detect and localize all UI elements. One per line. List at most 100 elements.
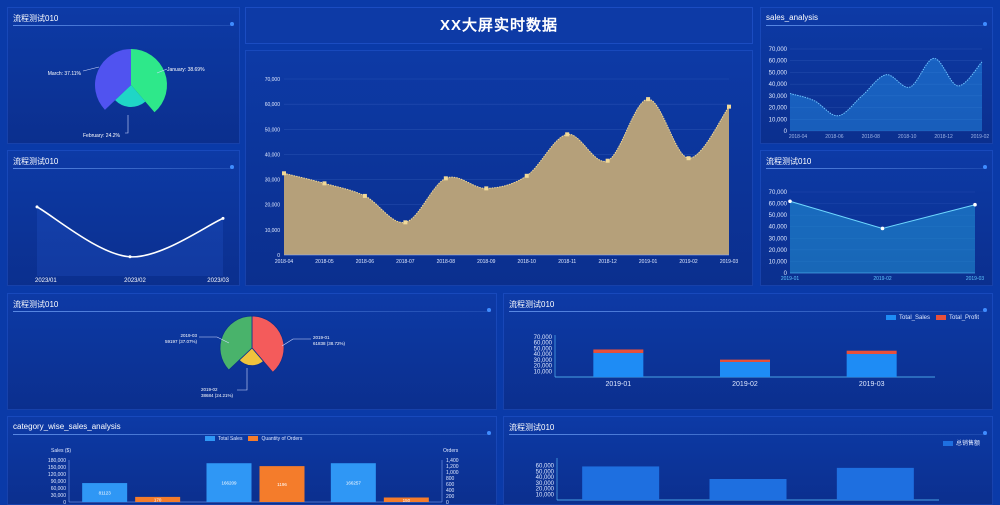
y-tick-label: 0 — [63, 500, 66, 505]
x-tick-label: 2019-01 — [605, 381, 631, 388]
y-tick-label: 10,000 — [265, 228, 281, 234]
pie-value-2019-01: 61838 (38.72%) — [313, 341, 346, 346]
pie-label-february: February: 24.2% — [83, 133, 121, 139]
panel-dot-icon — [983, 431, 987, 435]
panel-line: 流程测试010 0 10,000 20,000 30,000 40,000 50,000 6… — [760, 150, 993, 286]
legend-label: Quantity of Orders — [261, 436, 303, 442]
y-tick-label: 50,000 — [534, 346, 553, 352]
line-chart-monthly: 0 10,000 20,000 30,000 40,000 50,000 60,000 70,… — [769, 190, 985, 282]
data-point — [282, 171, 286, 176]
y-tick-label: 50,000 — [265, 127, 281, 133]
legend-label: Total Sales — [218, 436, 243, 442]
y-tick-label: 40,000 — [534, 352, 553, 358]
x-tick-label: 2023/01 — [35, 278, 57, 284]
data-point — [362, 193, 367, 198]
y-tick-label: 50,000 — [536, 469, 555, 475]
panel-dot-icon — [230, 165, 234, 169]
x-tick-label: 2018-06 — [356, 259, 375, 265]
panel-dot-icon — [983, 22, 987, 26]
y-tick-label: 30,000 — [534, 358, 553, 364]
pie-label-2019-03: 2019-03 — [180, 333, 197, 338]
pie-value-2019-02: 38684 (24.21%) — [201, 393, 234, 398]
pie-slice-january — [131, 49, 167, 113]
legend-item-orders[interactable]: Quantity of Orders — [248, 436, 302, 442]
x-tick-label: 2019-03 — [720, 259, 739, 265]
y-tick-label: 10,000 — [534, 369, 553, 375]
pie-slice-february — [115, 85, 146, 107]
x-tick-label: 2019-02 — [732, 381, 758, 388]
bar-total_profit — [593, 349, 644, 353]
y-tick-label: 20,000 — [536, 487, 555, 493]
y-tick-label: 70,000 — [769, 47, 788, 53]
y-tick-label: 0 — [784, 271, 788, 277]
y-tick-label: 120,000 — [48, 472, 66, 478]
y-tick-label: 60,000 — [51, 486, 67, 492]
legend-swatch — [886, 315, 896, 320]
panel-dot-icon — [983, 165, 987, 169]
x-tick-label: 2023/02 — [124, 278, 146, 284]
y-tick-label: 20,000 — [769, 248, 788, 254]
x-tick-label: 2018-11 — [558, 259, 576, 265]
x-tick-label: 2018-08 — [862, 134, 881, 140]
y-tick-label: 40,000 — [265, 152, 281, 158]
x-tick-label: 2018-07 — [396, 259, 415, 265]
x-tick-label: 2018-10 — [898, 134, 917, 140]
panel-divider — [766, 25, 987, 26]
x-tick-label: 2019-01 — [781, 276, 800, 282]
legend-item-total-sales[interactable]: Total Sales — [205, 436, 242, 442]
pie-label-2019-01: 2019-01 — [313, 335, 330, 340]
legend-label: Total_Sales — [899, 315, 931, 322]
y-tick-label: 40,000 — [536, 475, 555, 481]
data-point — [484, 186, 489, 191]
y-tick-label: 30,000 — [536, 481, 555, 487]
y-tick-label: 10,000 — [536, 492, 555, 498]
x-tick-label: 2018-10 — [518, 259, 537, 265]
category-bar-chart: Sales ($) Orders030,00060,00090,000120,00… — [48, 448, 459, 505]
panel-dot-icon — [487, 308, 491, 312]
legend-swatch — [248, 436, 259, 442]
line-chart-curve: 2023/01 2023/02 2023/03 — [35, 205, 230, 284]
label-leader-line — [237, 368, 248, 391]
data-point — [727, 104, 731, 109]
area-fill — [284, 99, 729, 255]
y-tick-label: 180,000 — [48, 458, 66, 464]
y-tick-label: 90,000 — [51, 479, 67, 485]
legend-item-sales[interactable]: Total_Sales — [886, 315, 930, 321]
line-point — [788, 199, 792, 204]
y-tick-label: 30,000 — [769, 236, 788, 242]
legend-item-profit[interactable]: Total_Profit — [936, 315, 979, 321]
dashboard-header: XX大屏实时数据 — [245, 7, 753, 44]
x-tick-label: 2018-09 — [477, 259, 496, 265]
bar-total-sales — [582, 466, 660, 500]
panel-stacked-bar: 流程测试010 Total_Sales Total_Profit 10,000 2… — [503, 293, 993, 410]
x-tick-label: 2018-04 — [789, 134, 808, 140]
bar-orders — [259, 466, 305, 502]
x-tick-label: 2019-02 — [679, 259, 698, 265]
x-tick-label: 2018-06 — [825, 134, 844, 140]
area-line — [283, 98, 730, 223]
bar-total-sales — [330, 463, 376, 502]
y-tick-label: 60,000 — [534, 341, 553, 347]
x-tick-label: 2019-03 — [859, 381, 885, 388]
bar-value-label: 81123 — [99, 491, 112, 496]
legend-item-total-sales[interactable]: 总销售额 — [943, 438, 980, 447]
panel-divider — [766, 168, 987, 169]
x-tick-label: 2023/03 — [207, 278, 229, 284]
line-point — [973, 202, 977, 207]
y-tick-label: 30,000 — [769, 94, 788, 100]
pie-label-march: March: 37.11% — [48, 71, 82, 77]
x-tick-label: 2018-05 — [315, 259, 334, 265]
label-leader-line — [199, 336, 230, 344]
panel-title: 流程测试010 — [13, 300, 59, 309]
y-tick-label: 60,000 — [536, 464, 555, 470]
y-tick-label: 10,000 — [769, 259, 788, 265]
legend: 总销售额 — [943, 438, 980, 447]
bar-value-label: 166257 — [346, 481, 362, 486]
pie-slice-2019-01 — [251, 315, 285, 373]
y-tick-label: 0 — [784, 129, 788, 135]
panel-title: 流程测试010 — [509, 300, 555, 309]
y-axis-title-right: Orders — [443, 448, 459, 454]
curve-point — [128, 255, 132, 259]
bar-total_sales — [846, 353, 897, 377]
